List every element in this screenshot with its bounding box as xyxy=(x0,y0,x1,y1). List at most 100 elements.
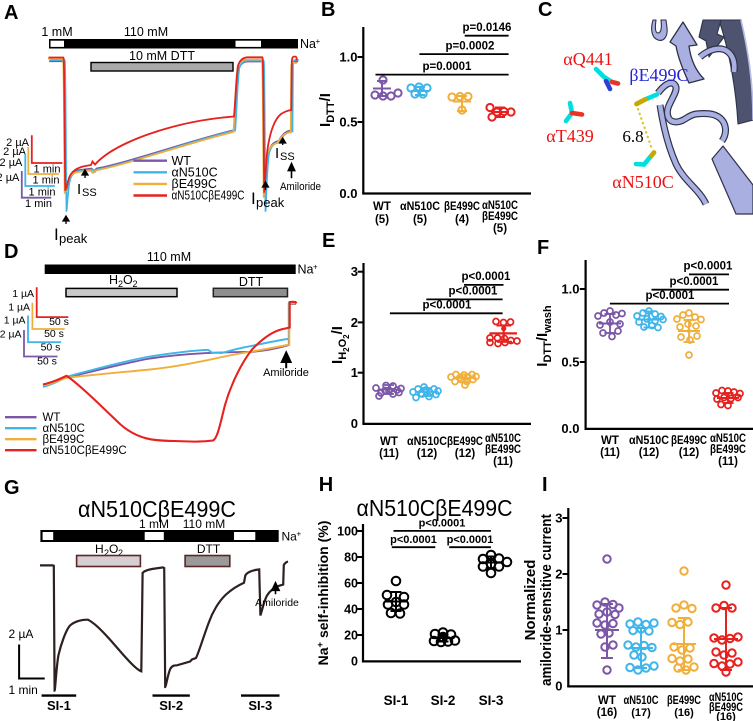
svg-text:110 mM: 110 mM xyxy=(147,250,191,264)
svg-text:2: 2 xyxy=(133,279,138,289)
svg-text:2: 2 xyxy=(118,279,123,289)
svg-text:0: 0 xyxy=(555,679,562,694)
svg-text:1 mM: 1 mM xyxy=(41,25,72,39)
svg-text:p<0.0001: p<0.0001 xyxy=(390,534,437,546)
svg-text:50 s: 50 s xyxy=(44,328,64,340)
svg-text:βE499C: βE499C xyxy=(447,434,483,448)
svg-text:p=0.0146: p=0.0146 xyxy=(463,22,512,34)
svg-text:SI-3: SI-3 xyxy=(248,698,272,713)
svg-text:p<0.0001: p<0.0001 xyxy=(684,261,734,273)
svg-text:(4): (4) xyxy=(455,214,469,226)
svg-text:2 µA: 2 µA xyxy=(0,157,23,169)
svg-text:(12): (12) xyxy=(679,447,700,459)
svg-text:1 min: 1 min xyxy=(25,198,52,210)
svg-text:50 s: 50 s xyxy=(41,342,61,354)
svg-text:I: I xyxy=(54,225,59,244)
svg-text:40: 40 xyxy=(344,603,358,617)
svg-text:WT: WT xyxy=(598,695,616,707)
svg-text:p<0.0001: p<0.0001 xyxy=(462,271,512,283)
svg-text:(16): (16) xyxy=(674,707,694,719)
svg-text:1 min: 1 min xyxy=(33,175,60,187)
svg-text:αN510C: αN510C xyxy=(709,692,743,704)
svg-text:IH2O2/I: IH2O2/I xyxy=(329,326,351,364)
svg-text:20: 20 xyxy=(344,629,358,643)
svg-text:1 µA: 1 µA xyxy=(8,302,30,314)
svg-text:p<0.0001: p<0.0001 xyxy=(449,286,499,298)
svg-text:WT: WT xyxy=(380,436,398,448)
svg-text:βE499C: βE499C xyxy=(43,434,85,446)
svg-text:C: C xyxy=(538,0,552,21)
svg-text:+: + xyxy=(313,263,318,272)
svg-text:50 s: 50 s xyxy=(49,316,69,328)
svg-text:SI-1: SI-1 xyxy=(47,698,71,713)
svg-text:1 µA: 1 µA xyxy=(4,315,26,327)
svg-text:(5): (5) xyxy=(413,214,427,226)
svg-text:SI-2: SI-2 xyxy=(159,698,183,713)
svg-text:p<0.0001: p<0.0001 xyxy=(447,534,494,546)
svg-text:2: 2 xyxy=(351,315,358,330)
svg-text:2 µA: 2 µA xyxy=(0,329,22,341)
svg-text:60: 60 xyxy=(344,577,358,591)
svg-text:(11): (11) xyxy=(379,448,399,460)
svg-text:SI-2: SI-2 xyxy=(431,693,456,708)
svg-text:H: H xyxy=(95,542,104,556)
svg-text:amiloride-sensitive current: amiloride-sensitive current xyxy=(538,514,555,686)
svg-text:1 µA: 1 µA xyxy=(12,288,34,300)
svg-text:A: A xyxy=(4,2,18,24)
svg-text:p=0.0001: p=0.0001 xyxy=(423,61,473,73)
svg-text:(12): (12) xyxy=(455,448,476,460)
svg-text:βE499C: βE499C xyxy=(485,442,521,456)
svg-text:3: 3 xyxy=(555,511,562,526)
svg-text:αN510C: αN510C xyxy=(400,199,440,213)
svg-text:βE499C: βE499C xyxy=(482,209,518,223)
svg-text:H: H xyxy=(109,273,118,287)
svg-text:βE499C: βE499C xyxy=(444,199,480,213)
svg-text:WT: WT xyxy=(43,412,61,424)
svg-text:Amiloride: Amiloride xyxy=(263,367,309,379)
svg-text:2: 2 xyxy=(104,548,109,558)
svg-text:H: H xyxy=(319,474,333,496)
svg-text:p<0.0001: p<0.0001 xyxy=(419,518,466,530)
svg-text:0.0: 0.0 xyxy=(339,186,357,201)
svg-text:I: I xyxy=(542,474,548,496)
svg-text:80: 80 xyxy=(344,551,358,565)
svg-text:p<0.0001: p<0.0001 xyxy=(646,290,696,302)
svg-text:0.5: 0.5 xyxy=(561,355,579,370)
svg-text:+: + xyxy=(316,37,321,46)
svg-text:βE499C: βE499C xyxy=(710,442,746,456)
svg-text:0: 0 xyxy=(351,655,358,669)
svg-text:αN510C: αN510C xyxy=(485,431,521,445)
svg-text:SI-1: SI-1 xyxy=(384,693,409,708)
svg-text:110 mM: 110 mM xyxy=(124,25,168,39)
svg-text:2 µA: 2 µA xyxy=(0,172,20,184)
svg-text:6.8: 6.8 xyxy=(622,127,643,146)
svg-text:αN510CβE499C: αN510CβE499C xyxy=(43,445,127,457)
svg-text:(16): (16) xyxy=(716,711,736,721)
svg-text:αT439: αT439 xyxy=(546,126,593,146)
svg-text:p<0.0001: p<0.0001 xyxy=(670,276,720,288)
svg-text:F: F xyxy=(537,237,549,259)
svg-text:B: B xyxy=(321,0,335,21)
svg-text:1 min: 1 min xyxy=(29,187,56,199)
svg-text:SI-3: SI-3 xyxy=(479,693,504,708)
svg-text:βE499C: βE499C xyxy=(671,433,707,447)
svg-text:O: O xyxy=(109,542,118,556)
svg-text:αN510C: αN510C xyxy=(407,434,447,448)
svg-text:peak: peak xyxy=(59,231,88,246)
svg-text:WT: WT xyxy=(172,154,192,168)
svg-text:100: 100 xyxy=(337,525,358,539)
svg-text:SS: SS xyxy=(82,187,97,199)
svg-text:IDTT/I: IDTT/I xyxy=(317,93,337,127)
svg-text:(11): (11) xyxy=(718,456,738,468)
svg-text:SS: SS xyxy=(280,151,295,163)
svg-text:(17): (17) xyxy=(631,707,651,719)
svg-text:Na: Na xyxy=(300,37,316,51)
svg-text:αN510C: αN510C xyxy=(624,695,659,707)
svg-text:Na+ self-inhibition (%): Na+ self-inhibition (%) xyxy=(315,521,331,666)
svg-text:2 µA: 2 µA xyxy=(6,137,30,149)
svg-text:IDTT/Iwash: IDTT/Iwash xyxy=(534,305,554,367)
svg-text:I: I xyxy=(275,145,279,162)
svg-text:αQ441: αQ441 xyxy=(563,49,612,69)
svg-text:3: 3 xyxy=(351,264,358,279)
svg-text:βE499C: βE499C xyxy=(667,695,701,707)
